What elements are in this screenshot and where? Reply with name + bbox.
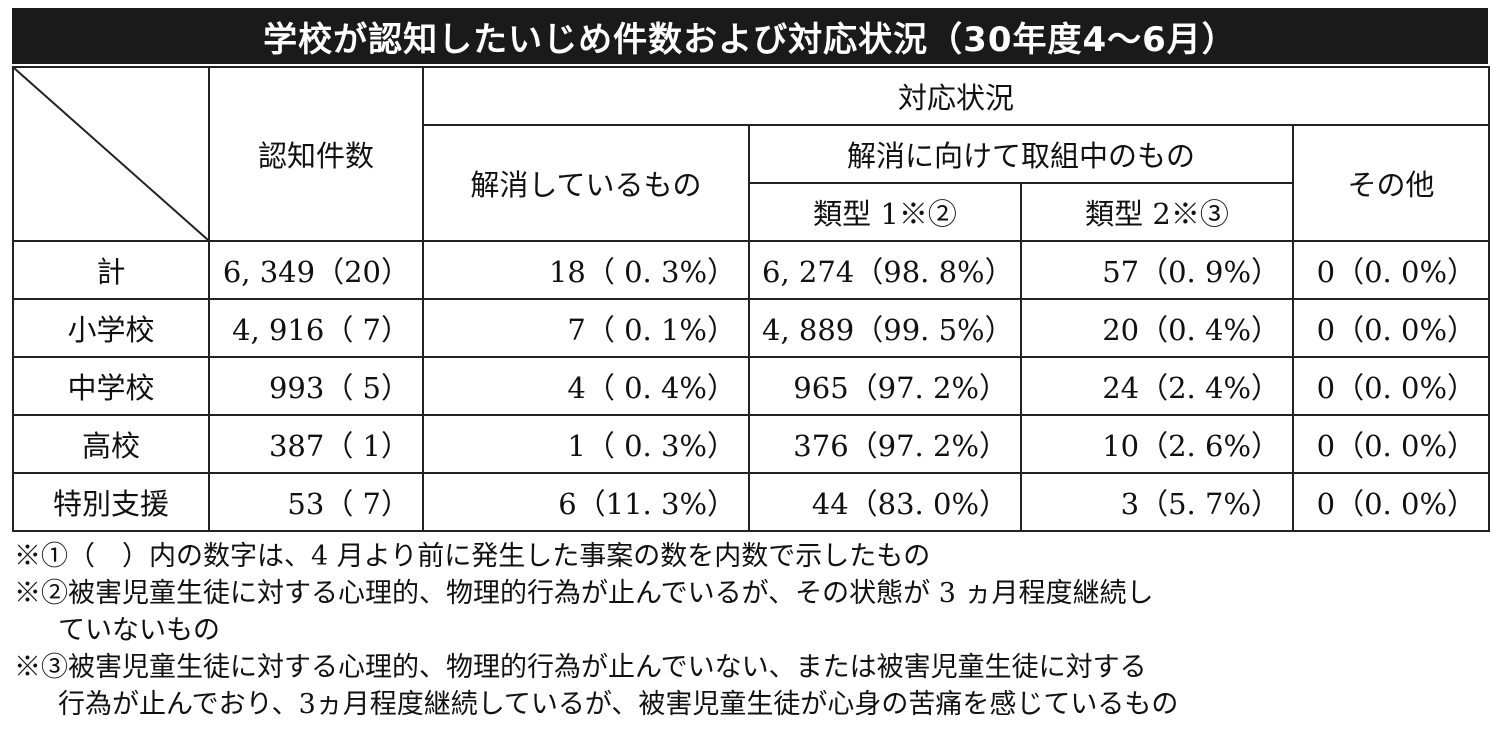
header-response-status: 対応状況: [421, 66, 1491, 126]
header-row-2: 解消しているもの 解消に向けて取組中のもの その他: [13, 124, 1491, 242]
footnotes: ※①（ ）内の数字は、4 月より前に発生した事案の数を内数で示したもの ※②被害…: [14, 538, 1492, 723]
header-in-progress: 解消に向けて取組中のもの: [748, 124, 1294, 184]
table-row: 小学校 4, 916（ 7） 7（ 0. 1%） 4, 889（99. 5%） …: [12, 298, 1491, 358]
cell-type1: 6, 274（98. 8%）: [748, 240, 1022, 300]
page-title: 学校が認知したいじめ件数および対応状況（30年度4〜6月）: [12, 8, 1488, 64]
row-label: 計: [12, 240, 210, 300]
cell-resolved: 18（ 0. 3%）: [422, 240, 750, 300]
header-row-1: 認知件数 対応状況: [12, 66, 1491, 242]
footnote-3-line-1: ※③被害児童生徒に対する心理的、物理的行為が止んでいない、または被害児童生徒に対…: [14, 652, 1147, 683]
footnote-2-line-1: ※②被害児童生徒に対する心理的、物理的行為が止んでいるが、その状態が 3 ヵ月程…: [14, 578, 1154, 609]
cell-type2: 20（0. 4%）: [1020, 298, 1294, 358]
header-row-3: 類型 1※② 類型 2※③: [13, 182, 1489, 242]
cell-type1: 965（97. 2%）: [748, 356, 1022, 416]
diagonal-line: [15, 69, 207, 239]
cell-resolved: 4（ 0. 4%）: [422, 356, 750, 416]
cell-recognized: 53（ 7）: [208, 472, 424, 532]
cell-resolved: 6（11. 3%）: [422, 472, 750, 532]
cell-type2: 10（2. 6%）: [1020, 414, 1294, 474]
header-other: その他: [1291, 124, 1491, 242]
cell-other: 0（0. 0%）: [1291, 356, 1491, 416]
cell-type1: 4, 889（99. 5%）: [748, 298, 1022, 358]
cell-type1: 376（97. 2%）: [748, 414, 1022, 474]
header-resolved: 解消しているもの: [422, 124, 750, 242]
cell-other: 0（0. 0%）: [1291, 298, 1491, 358]
cell-resolved: 1（ 0. 3%）: [422, 414, 750, 474]
cell-type1: 44（83. 0%）: [748, 472, 1022, 532]
footnote-1: ※①（ ）内の数字は、4 月より前に発生した事案の数を内数で示したもの: [14, 541, 931, 572]
cell-other: 0（0. 0%）: [1291, 414, 1491, 474]
row-label: 高校: [12, 414, 210, 474]
footnote-2-line-2: ていないもの: [58, 615, 220, 646]
cell-recognized: 993（ 5）: [208, 356, 424, 416]
cell-type2: 3（5. 7%）: [1020, 472, 1294, 532]
row-label: 小学校: [12, 298, 210, 358]
row-label: 特別支援: [12, 472, 210, 532]
corner-cell: [12, 66, 210, 242]
cell-recognized: 4, 916（ 7）: [208, 298, 424, 358]
cell-resolved: 7（ 0. 1%）: [422, 298, 750, 358]
row-label: 中学校: [12, 356, 210, 416]
cell-other: 0（0. 0%）: [1291, 240, 1491, 300]
table-row: 特別支援 53（ 7） 6（11. 3%） 44（83. 0%） 3（5. 7%…: [12, 472, 1491, 532]
header-type1: 類型 1※②: [748, 182, 1022, 242]
table-row: 中学校 993（ 5） 4（ 0. 4%） 965（97. 2%） 24（2. …: [12, 356, 1491, 416]
header-type2: 類型 2※③: [1020, 182, 1294, 242]
table-row: 高校 387（ 1） 1（ 0. 3%） 376（97. 2%） 10（2. 6…: [12, 414, 1491, 474]
cell-other: 0（0. 0%）: [1291, 472, 1491, 532]
footnote-3-line-2: 行為が止んでおり、3ヵ月程度継続しているが、被害児童生徒が心身の苦痛を感じている…: [58, 689, 1179, 720]
cell-recognized: 387（ 1）: [208, 414, 424, 474]
cell-recognized: 6, 349（20）: [208, 240, 424, 300]
table-row: 計 6, 349（20） 18（ 0. 3%） 6, 274（98. 8%） 5…: [12, 240, 1491, 300]
bullying-table: 認知件数 対応状況 解消しているもの 解消に向けて取組中のもの その他 類型 1…: [12, 66, 1491, 532]
cell-type2: 57（0. 9%）: [1020, 240, 1294, 300]
header-recognized: 認知件数: [208, 66, 424, 242]
cell-type2: 24（2. 4%）: [1020, 356, 1294, 416]
